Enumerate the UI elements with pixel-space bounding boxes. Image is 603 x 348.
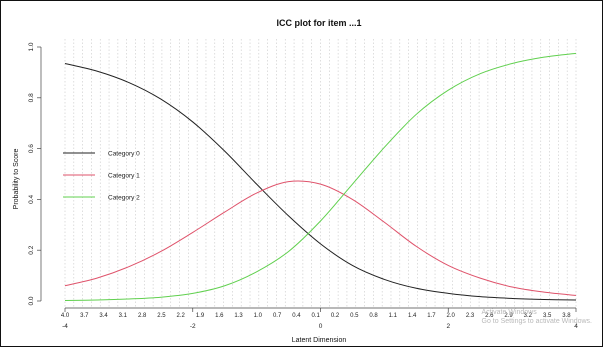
minor-tick-label: 2.6 xyxy=(485,313,494,319)
minor-tick-label: 3.5 xyxy=(543,313,552,319)
minor-tick-label: 0.7 xyxy=(273,313,282,319)
x-tick-label: 2 xyxy=(446,323,450,330)
minor-tick-label: 4.0 xyxy=(61,313,70,319)
x-tick-label: 4 xyxy=(574,323,578,330)
x-axis-label: Latent Dimension xyxy=(292,337,347,344)
minor-tick-label: 0.4 xyxy=(292,313,301,319)
minor-tick-label: 1.0 xyxy=(254,313,263,319)
watermark-line1: Activate Windows xyxy=(481,309,537,316)
y-tick-label: 0.0 xyxy=(28,296,35,305)
legend-label-category-0: Category 0 xyxy=(108,151,140,158)
minor-tick-label: 3.2 xyxy=(524,313,533,319)
legend: Category 0 Category 1 Category 2 xyxy=(63,151,140,202)
minor-tick-label: 1.4 xyxy=(408,313,417,319)
minor-tick-label: 0.8 xyxy=(369,313,378,319)
minor-tick-label: 1.9 xyxy=(196,313,205,319)
series-line-category-2 xyxy=(64,52,577,301)
minor-tick-label: 1.3 xyxy=(234,313,243,319)
minor-tick-label: 3.1 xyxy=(119,313,128,319)
x-tick-label: 0 xyxy=(319,323,323,330)
minor-tick-label: 2.8 xyxy=(138,313,147,319)
y-tick-label: 0.6 xyxy=(28,144,35,153)
x-tick-label: -2 xyxy=(190,323,196,330)
grid xyxy=(64,39,577,307)
chart-title: ICC plot for item ...1 xyxy=(276,18,361,28)
series xyxy=(64,52,577,301)
minor-tick-label: 0.2 xyxy=(331,313,340,319)
y-tick-label: 0.4 xyxy=(28,195,35,204)
series-line-category-1 xyxy=(64,180,577,296)
legend-label-category-2: Category 2 xyxy=(108,195,140,202)
minor-tick-label: 1.1 xyxy=(389,313,398,319)
minor-tick-label: 2.5 xyxy=(157,313,166,319)
watermark-line2: Go to Settings to activate Windows. xyxy=(481,318,593,325)
legend-label-category-1: Category 1 xyxy=(108,173,140,180)
x-tick-label: -4 xyxy=(62,323,68,330)
minor-tick-label: 3.8 xyxy=(562,313,571,319)
y-tick-label: 1.0 xyxy=(28,42,35,51)
y-tick-label: 0.2 xyxy=(28,245,35,254)
y-tick-label: 0.8 xyxy=(28,93,35,102)
minor-tick-label: 0.1 xyxy=(312,313,321,319)
minor-tick-label: 2.2 xyxy=(177,313,186,319)
minor-tick-label: 3.4 xyxy=(99,313,108,319)
axes: 0.0 0.2 0.4 0.6 0.8 1.0 4.0 3.7 3.4 3.1 2.8 2.5 2.2 1… xyxy=(28,42,578,330)
series-line-category-0 xyxy=(64,63,577,301)
minor-tick-label: 2.3 xyxy=(466,313,475,319)
minor-tick-label: 2.0 xyxy=(447,313,456,319)
minor-tick-label: 1.6 xyxy=(215,313,224,319)
windows-watermark: Activate Windows Go to Settings to activ… xyxy=(482,308,593,326)
minor-tick-label: 3.7 xyxy=(80,313,89,319)
minor-tick-label: 1.7 xyxy=(427,313,436,319)
minor-tick-label: 0.5 xyxy=(350,313,359,319)
minor-tick-label: 2.9 xyxy=(504,313,513,319)
y-axis-label: Probability to Score xyxy=(13,149,20,210)
